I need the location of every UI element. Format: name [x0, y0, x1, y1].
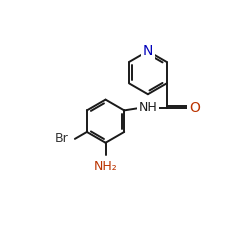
Text: NH: NH: [139, 101, 158, 114]
Text: NH₂: NH₂: [94, 160, 117, 173]
Text: N: N: [143, 44, 153, 58]
Text: O: O: [189, 101, 200, 115]
Text: Br: Br: [55, 132, 69, 145]
